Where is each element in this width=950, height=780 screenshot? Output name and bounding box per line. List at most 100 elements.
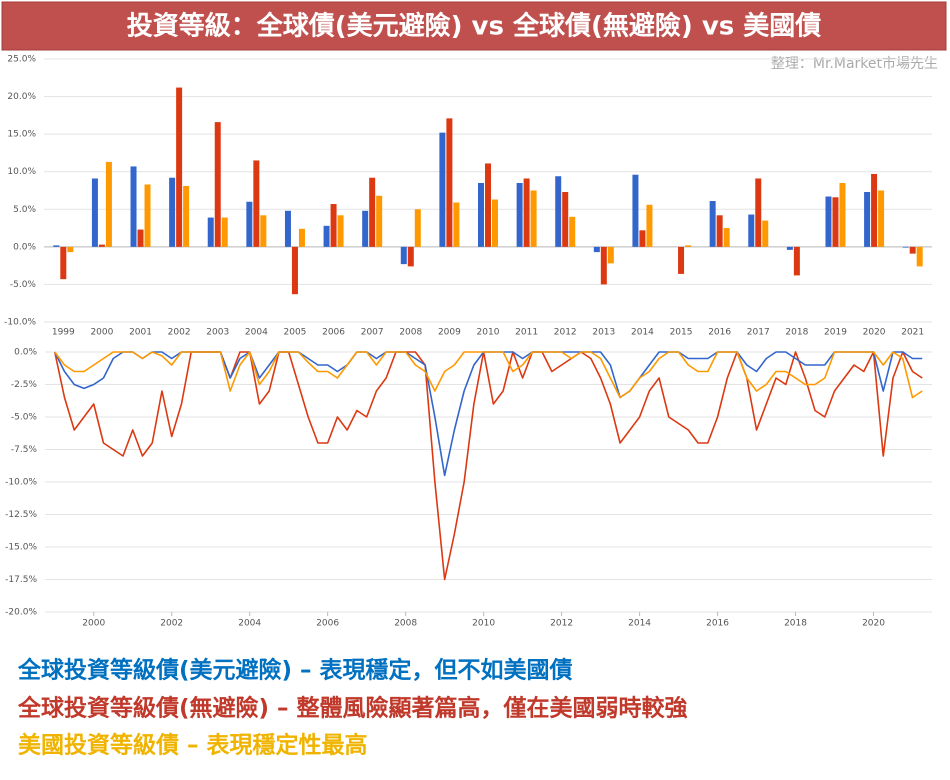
bar <box>60 246 67 280</box>
credit: 整理：Mr.Market市場先生 <box>771 55 938 72</box>
bar <box>400 246 407 265</box>
bar <box>646 204 653 247</box>
note: 美國投資等級債 – 表現穩定性最高 <box>18 732 368 759</box>
y-tick-label: -17.5% <box>5 575 37 585</box>
y-tick-label: -2.5% <box>11 380 38 390</box>
bar <box>176 87 183 247</box>
bar <box>246 201 253 247</box>
bar <box>516 182 523 247</box>
x-tick-label: 2021 <box>901 328 924 338</box>
line-series <box>53 351 923 581</box>
bar <box>291 246 298 295</box>
bar <box>755 178 762 247</box>
bar <box>369 177 376 247</box>
x-tick-label: 2011 <box>515 328 538 338</box>
line-series <box>54 351 923 477</box>
x-tick-label: 2010 <box>472 619 495 629</box>
x-tick-label: 2019 <box>824 328 847 338</box>
bar <box>632 174 639 247</box>
y-tick-label: -15.0% <box>5 543 37 553</box>
bar <box>485 163 491 247</box>
bar <box>607 246 614 264</box>
y-tick-label: -5.0% <box>11 413 38 423</box>
bar <box>839 182 846 247</box>
bar <box>786 246 793 250</box>
x-tick-label: 2013 <box>592 328 615 338</box>
bar <box>169 177 176 247</box>
y-tick-label: -7.5% <box>11 445 38 455</box>
x-tick-label: 2002 <box>168 328 191 338</box>
bar <box>260 215 267 247</box>
bar <box>864 192 871 247</box>
x-tick-label: 2014 <box>631 328 654 338</box>
x-tick-label: 1999 <box>52 328 75 338</box>
y-tick-label: -5.0% <box>10 280 37 290</box>
x-tick-label: 2020 <box>863 328 886 338</box>
x-tick-label: 2006 <box>322 328 345 338</box>
bar <box>214 122 221 247</box>
bar <box>137 229 144 247</box>
bar <box>207 217 214 247</box>
bar <box>593 246 600 253</box>
bar <box>376 195 383 247</box>
bar <box>446 118 453 247</box>
y-tick-label: 10.0% <box>7 167 36 177</box>
bar <box>144 184 151 247</box>
bar <box>337 215 344 247</box>
bar <box>685 245 692 247</box>
x-tick-label: 2009 <box>438 328 461 338</box>
bar <box>362 210 369 247</box>
x-tick-label: 2007 <box>361 328 384 338</box>
y-tick-label: -10.0% <box>5 478 37 488</box>
x-tick-label: 2004 <box>238 619 261 629</box>
x-tick-label: 2014 <box>628 619 651 629</box>
bar <box>105 161 112 247</box>
bar <box>183 185 190 247</box>
bar <box>323 225 330 247</box>
bar <box>709 201 716 247</box>
y-tick-label: 5.0% <box>13 205 36 215</box>
x-tick-label: 2000 <box>82 619 105 629</box>
bar <box>453 202 460 247</box>
bar <box>530 190 537 247</box>
y-tick-label: 0.0% <box>13 242 36 252</box>
y-tick-label: 15.0% <box>7 130 36 140</box>
note: 全球投資等級債(無避險) – 整體風險顯著篇高，僅在美國弱時較強 <box>17 695 688 722</box>
x-tick-label: 2016 <box>708 328 731 338</box>
x-tick-label: 2008 <box>399 328 422 338</box>
bar <box>330 204 337 247</box>
bar <box>600 246 607 285</box>
bar <box>569 216 576 247</box>
bar <box>221 217 228 247</box>
x-tick-label: 2012 <box>550 619 573 629</box>
bar <box>902 246 909 248</box>
bar <box>492 199 498 247</box>
bar <box>478 182 484 247</box>
bar <box>748 214 755 247</box>
x-tick-label: 2001 <box>129 328 152 338</box>
bar <box>67 246 74 253</box>
bar <box>762 220 769 247</box>
x-tick-label: 2010 <box>477 328 500 338</box>
x-tick-label: 2006 <box>316 619 339 629</box>
bar <box>130 166 137 247</box>
bar <box>825 196 832 247</box>
bar <box>723 228 730 247</box>
title-banner <box>1 1 947 51</box>
bar <box>832 197 839 247</box>
y-tick-label: -10.0% <box>4 318 36 328</box>
x-tick-label: 2017 <box>747 328 770 338</box>
bar <box>53 245 60 247</box>
x-tick-label: 2002 <box>160 619 183 629</box>
line-series <box>54 351 923 399</box>
y-tick-label: 20.0% <box>7 92 36 102</box>
x-tick-label: 2005 <box>284 328 307 338</box>
bar <box>523 178 530 247</box>
y-tick-label: -20.0% <box>5 608 37 618</box>
bar <box>284 210 291 247</box>
bar <box>414 209 421 247</box>
bar <box>878 190 885 247</box>
bar <box>716 215 723 247</box>
x-tick-label: 2004 <box>245 328 268 338</box>
x-tick-label: 2000 <box>90 328 113 338</box>
